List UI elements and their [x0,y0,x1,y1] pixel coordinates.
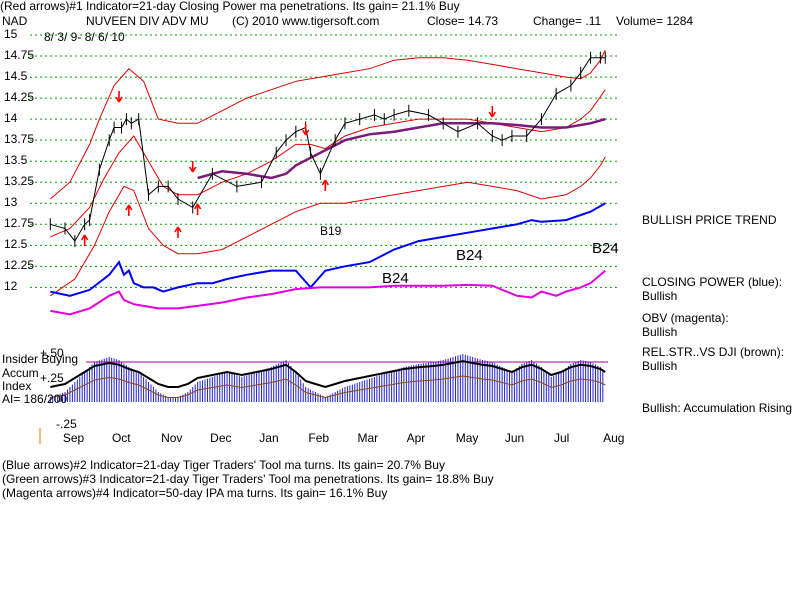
accum-tick-minus25: -.25 [56,417,77,431]
indicator-1-description: (Red arrows)#1 Indicator=21-day Closing … [0,0,460,13]
y-tick-label: 12.75 [4,216,35,231]
closing-power-status: Bullish [642,289,678,303]
y-tick-label: 14.75 [4,48,35,63]
y-tick-label: 13.5 [4,153,28,168]
ai-value: AI= 186/200 [2,392,68,406]
accum-tick-plus25: +.25 [40,371,64,385]
closing-power-label: CLOSING POWER (blue): [642,275,783,289]
y-tick-label: 13.25 [4,174,35,189]
x-tick-label: Nov [161,431,183,445]
insider-buying-label: Insider Buying [2,352,79,366]
lower-band-line [50,156,606,297]
rel-strength-label: REL.STR..VS DJI (brown): [642,345,785,359]
sell-arrow [115,91,123,103]
x-tick-label: Jan [259,431,279,445]
volume-value: Volume= 1284 [616,14,694,28]
y-tick-label: 12.5 [4,237,28,252]
y-tick-label: 12.25 [4,258,35,273]
price-line [50,57,606,242]
close-value: Close= 14.73 [427,14,499,28]
buy-arrow [174,226,182,238]
y-tick-label: 12 [4,279,18,294]
annotation-b19: B19 [320,224,342,238]
accum-tick-plus50: +.50 [40,346,64,360]
y-tick-label: 13.75 [4,132,35,147]
fund-name: NUVEEN DIV ADV MU [86,14,209,28]
buy-arrow [125,204,133,216]
x-tick-label: Sep [62,431,85,445]
sell-arrow [189,161,197,173]
closing-power-line [50,202,606,297]
obv-label: OBV (magenta): [642,311,729,325]
y-tick-label: 14 [4,111,18,126]
y-tick-label: 15 [4,27,18,41]
x-tick-label: Aug [603,431,625,445]
x-tick-label: Oct [111,431,131,445]
y-tick-label: 14.5 [4,69,28,84]
annotation-b24-a: B24 [382,270,409,287]
x-tick-label: May [455,431,479,445]
indicator-4-description: (Magenta arrows)#4 Indicator=50-day IPA … [2,486,388,500]
mid-band-line [50,89,606,238]
index-label: Index [2,379,32,393]
indicator-3-description: (Green arrows)#3 Indicator=21-day Tiger … [2,472,494,486]
x-tick-label: Jun [504,431,525,445]
ma50-line [197,117,606,180]
date-range: 8/ 3/ 9- 8/ 6/ 10 [44,30,125,44]
obv-line [50,269,606,316]
sell-arrow [488,106,496,118]
upper-band-line [49,49,606,200]
sell-arrow [301,124,310,136]
x-tick-label: Dec [210,431,232,445]
change-value: Change= .11 [533,14,602,28]
indicator-2-description: (Blue arrows)#2 Indicator=21-day Tiger T… [2,458,445,472]
annotation-b24-b: B24 [456,247,483,264]
buy-arrow [80,234,89,246]
rel-strength-line [50,375,606,399]
accum-smoothed-line [50,360,606,389]
buy-arrow [321,179,330,191]
annotation-b24-c: B24 [592,240,619,257]
x-tick-label: Apr [406,431,426,445]
x-tick-label: Jul [553,431,570,445]
accumulation-label: Bullish: Accumulation Rising [642,401,793,415]
ticker-symbol: NAD [2,14,28,28]
trend-label: BULLISH PRICE TREND [642,213,777,227]
obv-status: Bullish [642,325,678,339]
copyright-text: (C) 2010 www.tigersoft.com [232,14,380,28]
y-tick-label: 13 [4,195,18,210]
buy-arrow [193,203,202,215]
accum-label: Accum [2,366,39,380]
rel-strength-status: Bullish [642,359,678,373]
y-tick-label: 14.25 [4,90,35,105]
x-tick-label: Mar [357,431,379,445]
x-tick-label: Feb [308,431,330,445]
